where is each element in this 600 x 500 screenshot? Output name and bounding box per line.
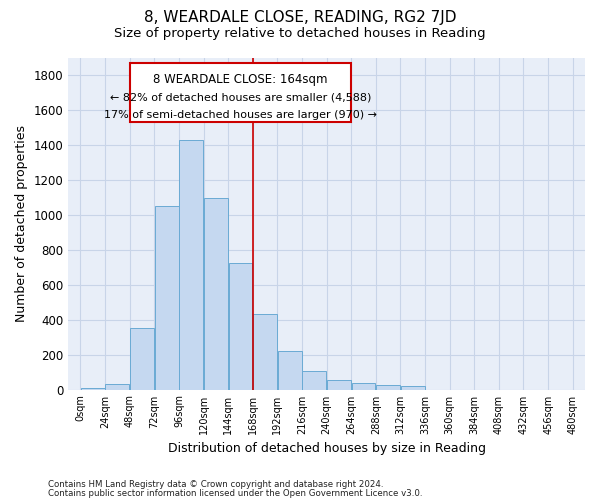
Bar bbox=[179, 140, 203, 390]
Bar bbox=[302, 371, 326, 390]
Y-axis label: Number of detached properties: Number of detached properties bbox=[15, 125, 28, 322]
Text: Contains public sector information licensed under the Open Government Licence v3: Contains public sector information licen… bbox=[48, 488, 422, 498]
Text: ← 82% of detached houses are smaller (4,588): ← 82% of detached houses are smaller (4,… bbox=[110, 92, 371, 102]
Text: 17% of semi-detached houses are larger (970) →: 17% of semi-detached houses are larger (… bbox=[104, 110, 377, 120]
Bar bbox=[327, 380, 351, 390]
FancyBboxPatch shape bbox=[130, 62, 351, 122]
Text: 8, WEARDALE CLOSE, READING, RG2 7JD: 8, WEARDALE CLOSE, READING, RG2 7JD bbox=[144, 10, 456, 25]
Bar bbox=[155, 206, 179, 390]
Bar bbox=[278, 351, 302, 390]
Bar bbox=[376, 385, 400, 390]
Bar bbox=[253, 314, 277, 390]
Bar bbox=[106, 384, 129, 390]
X-axis label: Distribution of detached houses by size in Reading: Distribution of detached houses by size … bbox=[167, 442, 485, 455]
Text: 8 WEARDALE CLOSE: 164sqm: 8 WEARDALE CLOSE: 164sqm bbox=[153, 74, 328, 86]
Bar bbox=[81, 388, 104, 390]
Bar bbox=[229, 263, 253, 390]
Text: Size of property relative to detached houses in Reading: Size of property relative to detached ho… bbox=[114, 28, 486, 40]
Bar bbox=[352, 382, 376, 390]
Text: Contains HM Land Registry data © Crown copyright and database right 2024.: Contains HM Land Registry data © Crown c… bbox=[48, 480, 383, 489]
Bar bbox=[204, 198, 228, 390]
Bar bbox=[401, 386, 425, 390]
Bar bbox=[130, 328, 154, 390]
